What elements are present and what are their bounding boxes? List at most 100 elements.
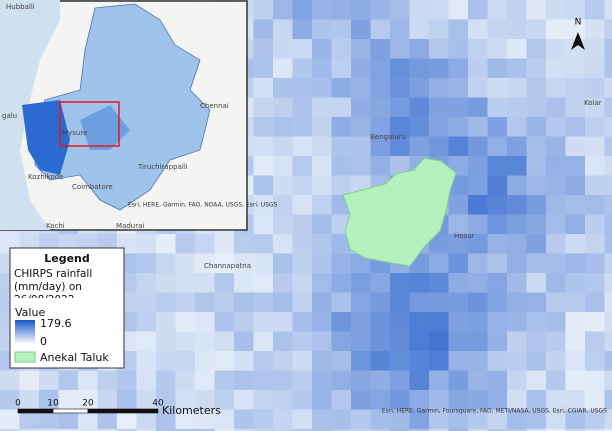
rainfall-cell xyxy=(604,312,612,332)
rainfall-cell xyxy=(409,351,430,371)
rainfall-cell xyxy=(507,214,527,235)
rainfall-cell xyxy=(117,429,137,431)
place-label: Bengaluru xyxy=(370,133,406,141)
rainfall-cell xyxy=(292,58,313,79)
rainfall-cell xyxy=(214,370,235,391)
rainfall-cell xyxy=(468,253,488,274)
rainfall-cell xyxy=(546,273,566,293)
rainfall-cell xyxy=(585,253,605,274)
rainfall-cell xyxy=(331,331,352,352)
rainfall-cell xyxy=(546,390,566,410)
rainfall-cell xyxy=(331,390,352,410)
rainfall-cell xyxy=(448,312,469,332)
rainfall-cell xyxy=(604,58,612,79)
rainfall-cell xyxy=(273,195,293,215)
rainfall-cell xyxy=(312,78,332,98)
rainfall-cell xyxy=(585,19,605,40)
place-label: Kolar xyxy=(584,99,602,107)
rainfall-cell xyxy=(526,39,547,59)
rainfall-cell xyxy=(604,136,612,157)
rainfall-cell xyxy=(331,175,352,196)
rainfall-cell xyxy=(195,390,215,410)
rainfall-cell xyxy=(214,253,235,274)
rainfall-cell xyxy=(214,292,235,313)
rainfall-cell xyxy=(429,78,449,98)
rainfall-cell xyxy=(78,390,98,410)
rainfall-cell xyxy=(312,370,332,391)
rainfall-cell xyxy=(273,58,293,79)
rainfall-cell xyxy=(448,429,469,431)
rainfall-cell xyxy=(253,0,274,20)
rainfall-cell xyxy=(312,117,332,137)
rainfall-cell xyxy=(195,312,215,332)
rainfall-cell xyxy=(526,117,547,137)
rainfall-cell xyxy=(312,292,332,313)
rainfall-cell xyxy=(585,156,605,176)
north-arrow: N xyxy=(571,18,585,50)
rainfall-cell xyxy=(487,273,508,293)
rainfall-cell xyxy=(312,136,332,157)
rainfall-cell xyxy=(468,214,488,235)
rainfall-cell xyxy=(565,19,586,40)
rainfall-cell xyxy=(156,273,176,293)
rainfall-cell xyxy=(0,370,20,391)
rainfall-cell xyxy=(507,39,527,59)
rainfall-cell xyxy=(507,19,527,40)
rainfall-cell xyxy=(507,390,527,410)
rainfall-cell xyxy=(507,234,527,254)
rainfall-cell xyxy=(312,273,332,293)
rainfall-cell xyxy=(565,58,586,79)
rainfall-cell xyxy=(195,429,215,431)
rainfall-cell xyxy=(156,312,176,332)
place-label: galu xyxy=(2,112,17,120)
rainfall-cell xyxy=(273,156,293,176)
rainfall-cell xyxy=(546,253,566,274)
rainfall-cell xyxy=(39,390,59,410)
rainfall-cell xyxy=(273,234,293,254)
rainfall-cell xyxy=(487,58,508,79)
rainfall-cell xyxy=(78,409,98,430)
rainfall-cell xyxy=(604,351,612,371)
rainfall-cell xyxy=(331,234,352,254)
rainfall-cell xyxy=(487,234,508,254)
rainfall-cell xyxy=(351,370,371,391)
rainfall-cell xyxy=(526,0,547,20)
rainfall-cell xyxy=(526,292,547,313)
rainfall-cell xyxy=(312,19,332,40)
rainfall-cell xyxy=(351,39,371,59)
rainfall-cell xyxy=(507,78,527,98)
rainfall-cell xyxy=(429,312,449,332)
rainfall-cell xyxy=(429,136,449,157)
rainfall-cell xyxy=(448,97,469,118)
rainfall-cell xyxy=(273,351,293,371)
rainfall-cell xyxy=(546,58,566,79)
rainfall-cell xyxy=(351,273,371,293)
rainfall-cell xyxy=(429,253,449,274)
rainfall-cell xyxy=(409,0,430,20)
rainfall-cell xyxy=(195,253,215,274)
rainfall-cell xyxy=(370,0,391,20)
rainfall-cell xyxy=(97,429,118,431)
rainfall-cell xyxy=(468,39,488,59)
rainfall-cell xyxy=(585,58,605,79)
rainfall-cell xyxy=(312,0,332,20)
rainfall-cell xyxy=(234,351,254,371)
rainfall-cell xyxy=(487,136,508,157)
rainfall-cell xyxy=(156,429,176,431)
rainfall-cell xyxy=(409,19,430,40)
rainfall-cell xyxy=(526,253,547,274)
rainfall-cell xyxy=(468,58,488,79)
north-label: N xyxy=(575,18,582,28)
attribution: Esri, HERE, Garmin, FAO, NOAA, USGS, Esr… xyxy=(128,202,278,209)
rainfall-cell xyxy=(273,117,293,137)
rainfall-cell xyxy=(429,390,449,410)
rainfall-cell xyxy=(546,78,566,98)
rainfall-cell xyxy=(312,195,332,215)
rainfall-cell xyxy=(234,429,254,431)
rainfall-cell xyxy=(390,136,410,157)
rainfall-cell xyxy=(292,370,313,391)
anekal-taluk-boundary xyxy=(342,157,457,267)
rainfall-cell xyxy=(468,292,488,313)
rainfall-cell xyxy=(234,292,254,313)
